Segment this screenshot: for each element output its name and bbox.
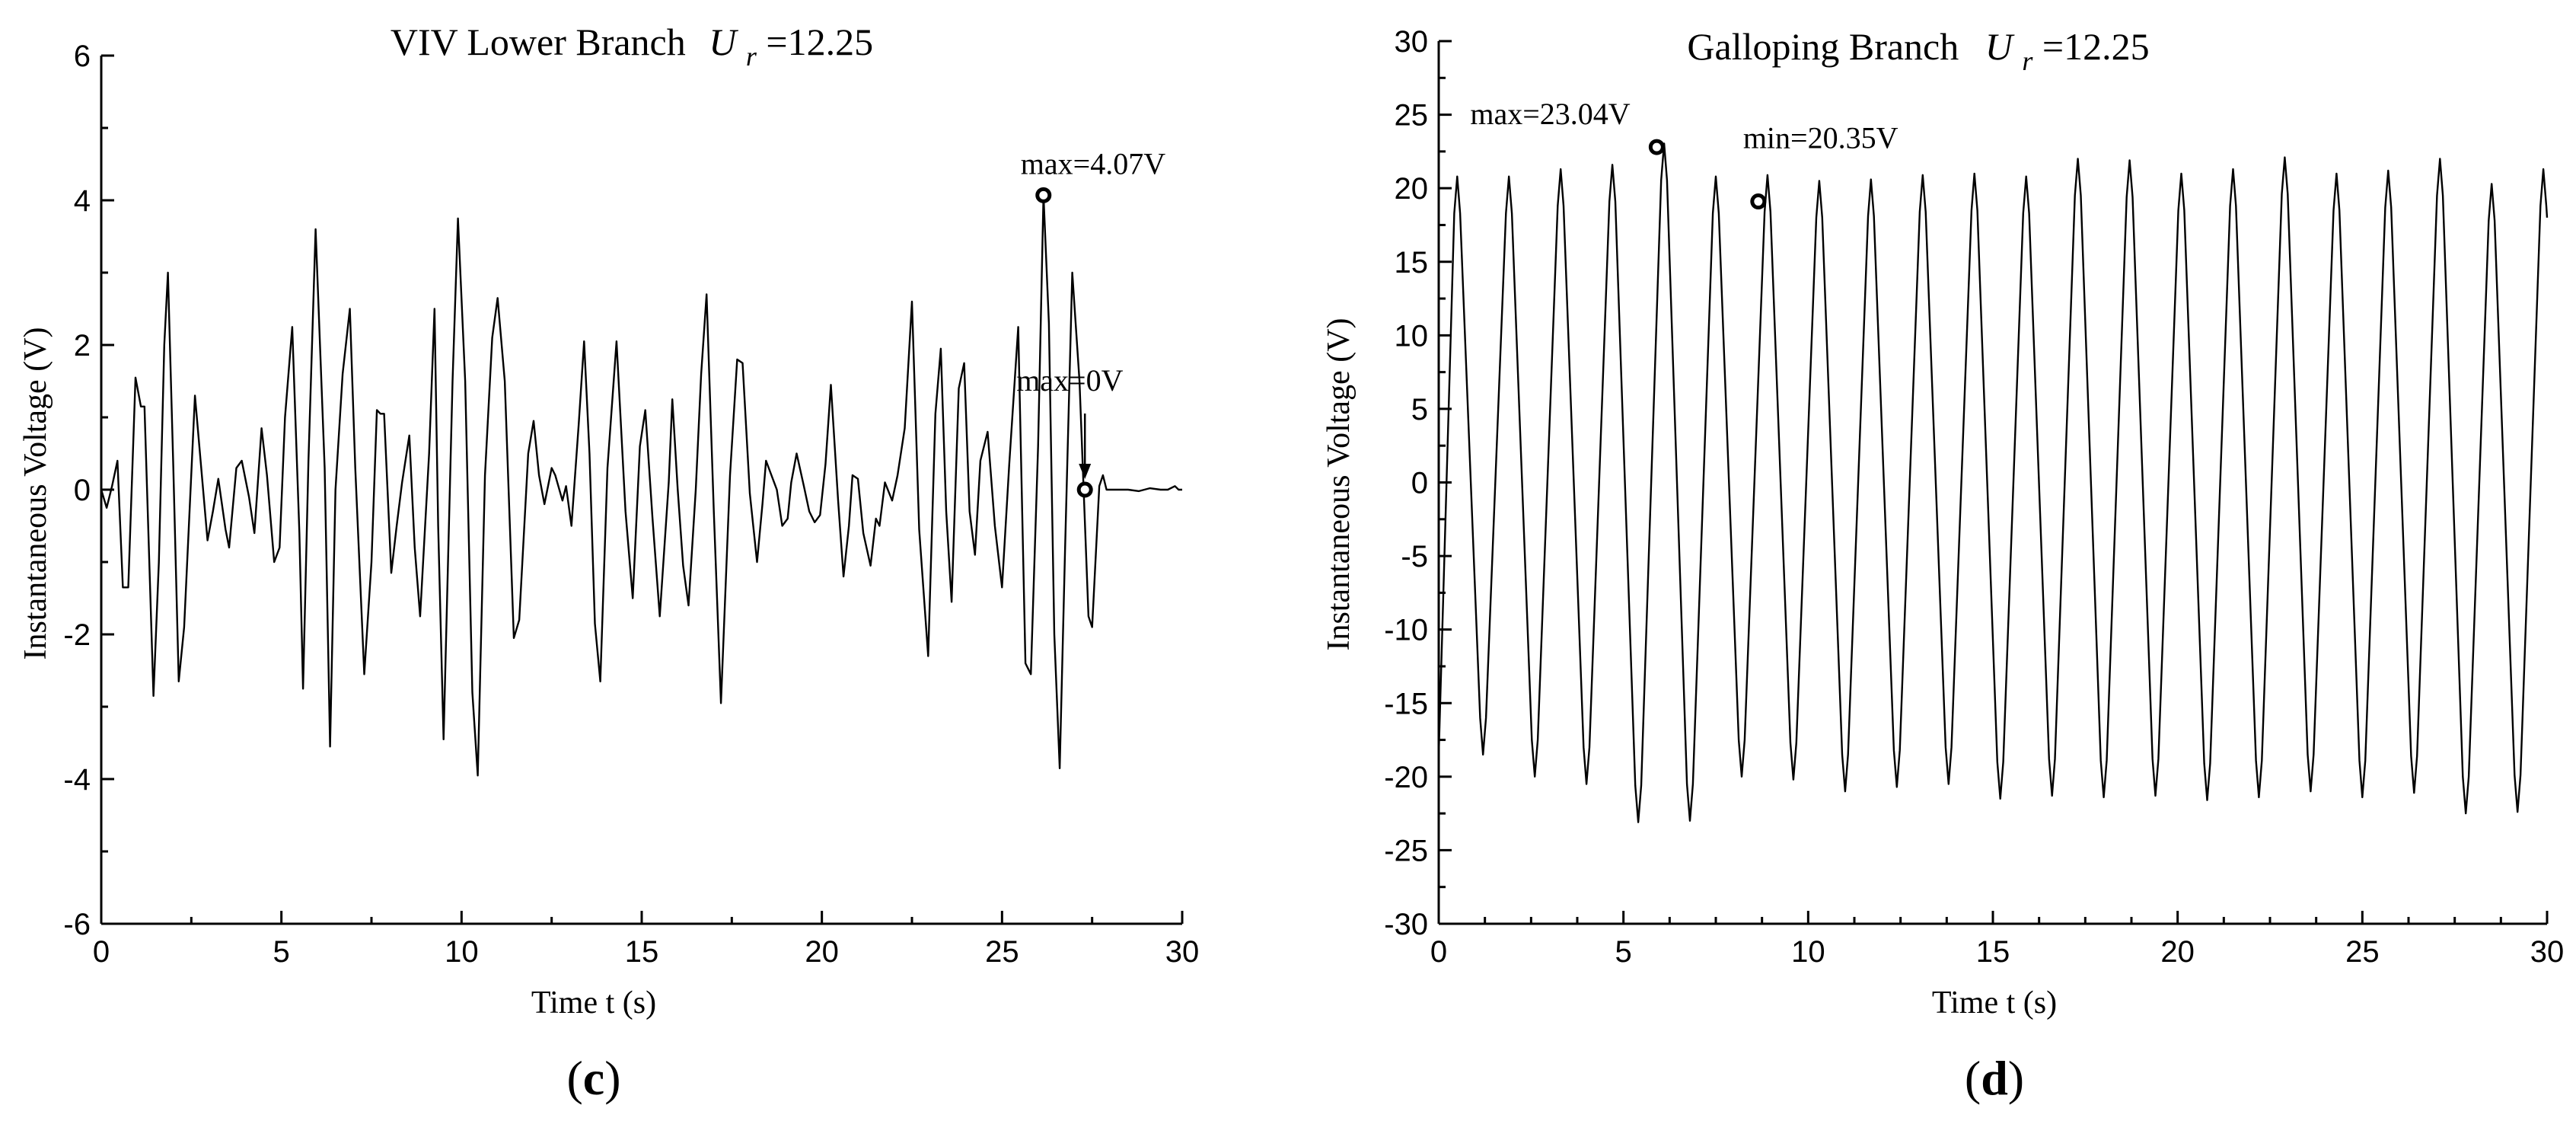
panel-label-close-paren: ) [604, 1051, 620, 1105]
panel-label-open-paren: ( [1965, 1051, 1981, 1105]
y-tick-label: 30 [1395, 25, 1429, 59]
y-tick-label: 0 [74, 474, 91, 507]
series-line-voltage [1437, 142, 2549, 823]
panel-label: (d) [1965, 1051, 2024, 1105]
title-variable: U [1985, 25, 2015, 68]
x-tick-label: 10 [445, 935, 479, 969]
x-tick-label: 25 [985, 935, 1019, 969]
title-variable: U [709, 21, 738, 63]
annotation-label: max=4.07V [1021, 146, 1165, 180]
panel-label-close-paren: ) [2008, 1051, 2024, 1105]
y-tick-label: -15 [1384, 687, 1428, 720]
x-tick-label: 5 [273, 935, 290, 969]
y-tick-label: 20 [1395, 172, 1429, 206]
y-tick-label: -5 [1401, 540, 1428, 573]
y-tick-label: -4 [63, 763, 91, 797]
annotation-layer: max=4.07V max=0V [1016, 146, 1165, 498]
y-tick-label: -20 [1384, 761, 1428, 794]
y-tick-label: 2 [74, 329, 91, 362]
y-tick-label: 5 [1411, 393, 1428, 426]
y-tick-label: 25 [1395, 99, 1429, 133]
title-value: =12.25 [2042, 25, 2150, 68]
annotation-layer: max=23.04V min=20.35V [1470, 97, 1899, 210]
x-tick-label: 10 [1791, 935, 1825, 969]
annotation-marker [1750, 193, 1767, 210]
y-tick-label: -6 [63, 908, 91, 941]
panel-label-letter: c [583, 1051, 604, 1105]
y-tick-label: 6 [74, 40, 91, 73]
annotation-label: min=20.35V [1743, 121, 1899, 155]
x-axis-label: Time t (s) [531, 985, 656, 1020]
chart-title: Galloping Branch U r =12.25 [1687, 25, 2149, 78]
x-tick-label: 20 [2160, 935, 2195, 969]
y-tick-label: -30 [1384, 908, 1428, 941]
y-tick-label: -10 [1384, 614, 1428, 647]
panel-label-letter: d [1981, 1051, 2008, 1105]
x-tick-label: 25 [2345, 935, 2380, 969]
annotation-label: max=0V [1016, 363, 1123, 398]
y-tick-label: 10 [1395, 319, 1429, 353]
annotation-arrowhead [1079, 464, 1092, 479]
chart-viv-lower-branch: VIV Lower Branch U r =12.25 0 5 10 15 20 25 30… [18, 21, 1199, 1105]
y-tick-label: 15 [1395, 246, 1429, 279]
title-text: VIV Lower Branch [391, 21, 686, 63]
series-layer [1437, 142, 2549, 823]
x-tick-label: 0 [1430, 935, 1447, 969]
series-line-voltage [100, 194, 1182, 777]
panel-label-open-paren: ( [566, 1051, 582, 1105]
panel-label: (c) [566, 1051, 620, 1105]
annotation-marker [1035, 187, 1052, 203]
title-value: =12.25 [766, 21, 873, 63]
annotation-marker [1076, 481, 1093, 498]
title-text: Galloping Branch [1687, 25, 1959, 68]
y-tick-label: -2 [63, 618, 91, 652]
chart-galloping-branch: Galloping Branch U r =12.25 0 5 10 15 20 25 30… [1321, 25, 2564, 1105]
x-tick-label: 15 [625, 935, 659, 969]
x-tick-label: 30 [1165, 935, 1200, 969]
title-subscript: r [746, 41, 757, 72]
title-subscript: r [2022, 46, 2033, 76]
axes-layer: 0 5 10 15 20 25 30 -6 -4 -2 0 2 4 6 [63, 40, 1199, 969]
chart-title: VIV Lower Branch U r =12.25 [391, 21, 873, 74]
annotation-label: max=23.04V [1470, 97, 1630, 131]
x-tick-label: 30 [2530, 935, 2565, 969]
x-tick-label: 15 [1976, 935, 2010, 969]
y-axis-label: Instantaneous Voltage (V) [18, 327, 53, 660]
x-tick-label: 0 [93, 935, 110, 969]
y-axis-label: Instantaneous Voltage (V) [1321, 318, 1357, 650]
y-tick-label: 4 [74, 184, 91, 218]
y-tick-label: 0 [1411, 467, 1428, 500]
x-tick-label: 5 [1615, 935, 1632, 969]
axes-layer: 0 5 10 15 20 25 30 -30 -25 -20 -15 -10 -5 0 5 10 15 20 25 3… [1384, 25, 2564, 969]
x-tick-label: 20 [805, 935, 839, 969]
y-tick-label: -25 [1384, 834, 1428, 867]
series-layer [100, 194, 1182, 777]
annotation-marker [1648, 139, 1665, 155]
x-axis-label: Time t (s) [1932, 985, 2057, 1020]
